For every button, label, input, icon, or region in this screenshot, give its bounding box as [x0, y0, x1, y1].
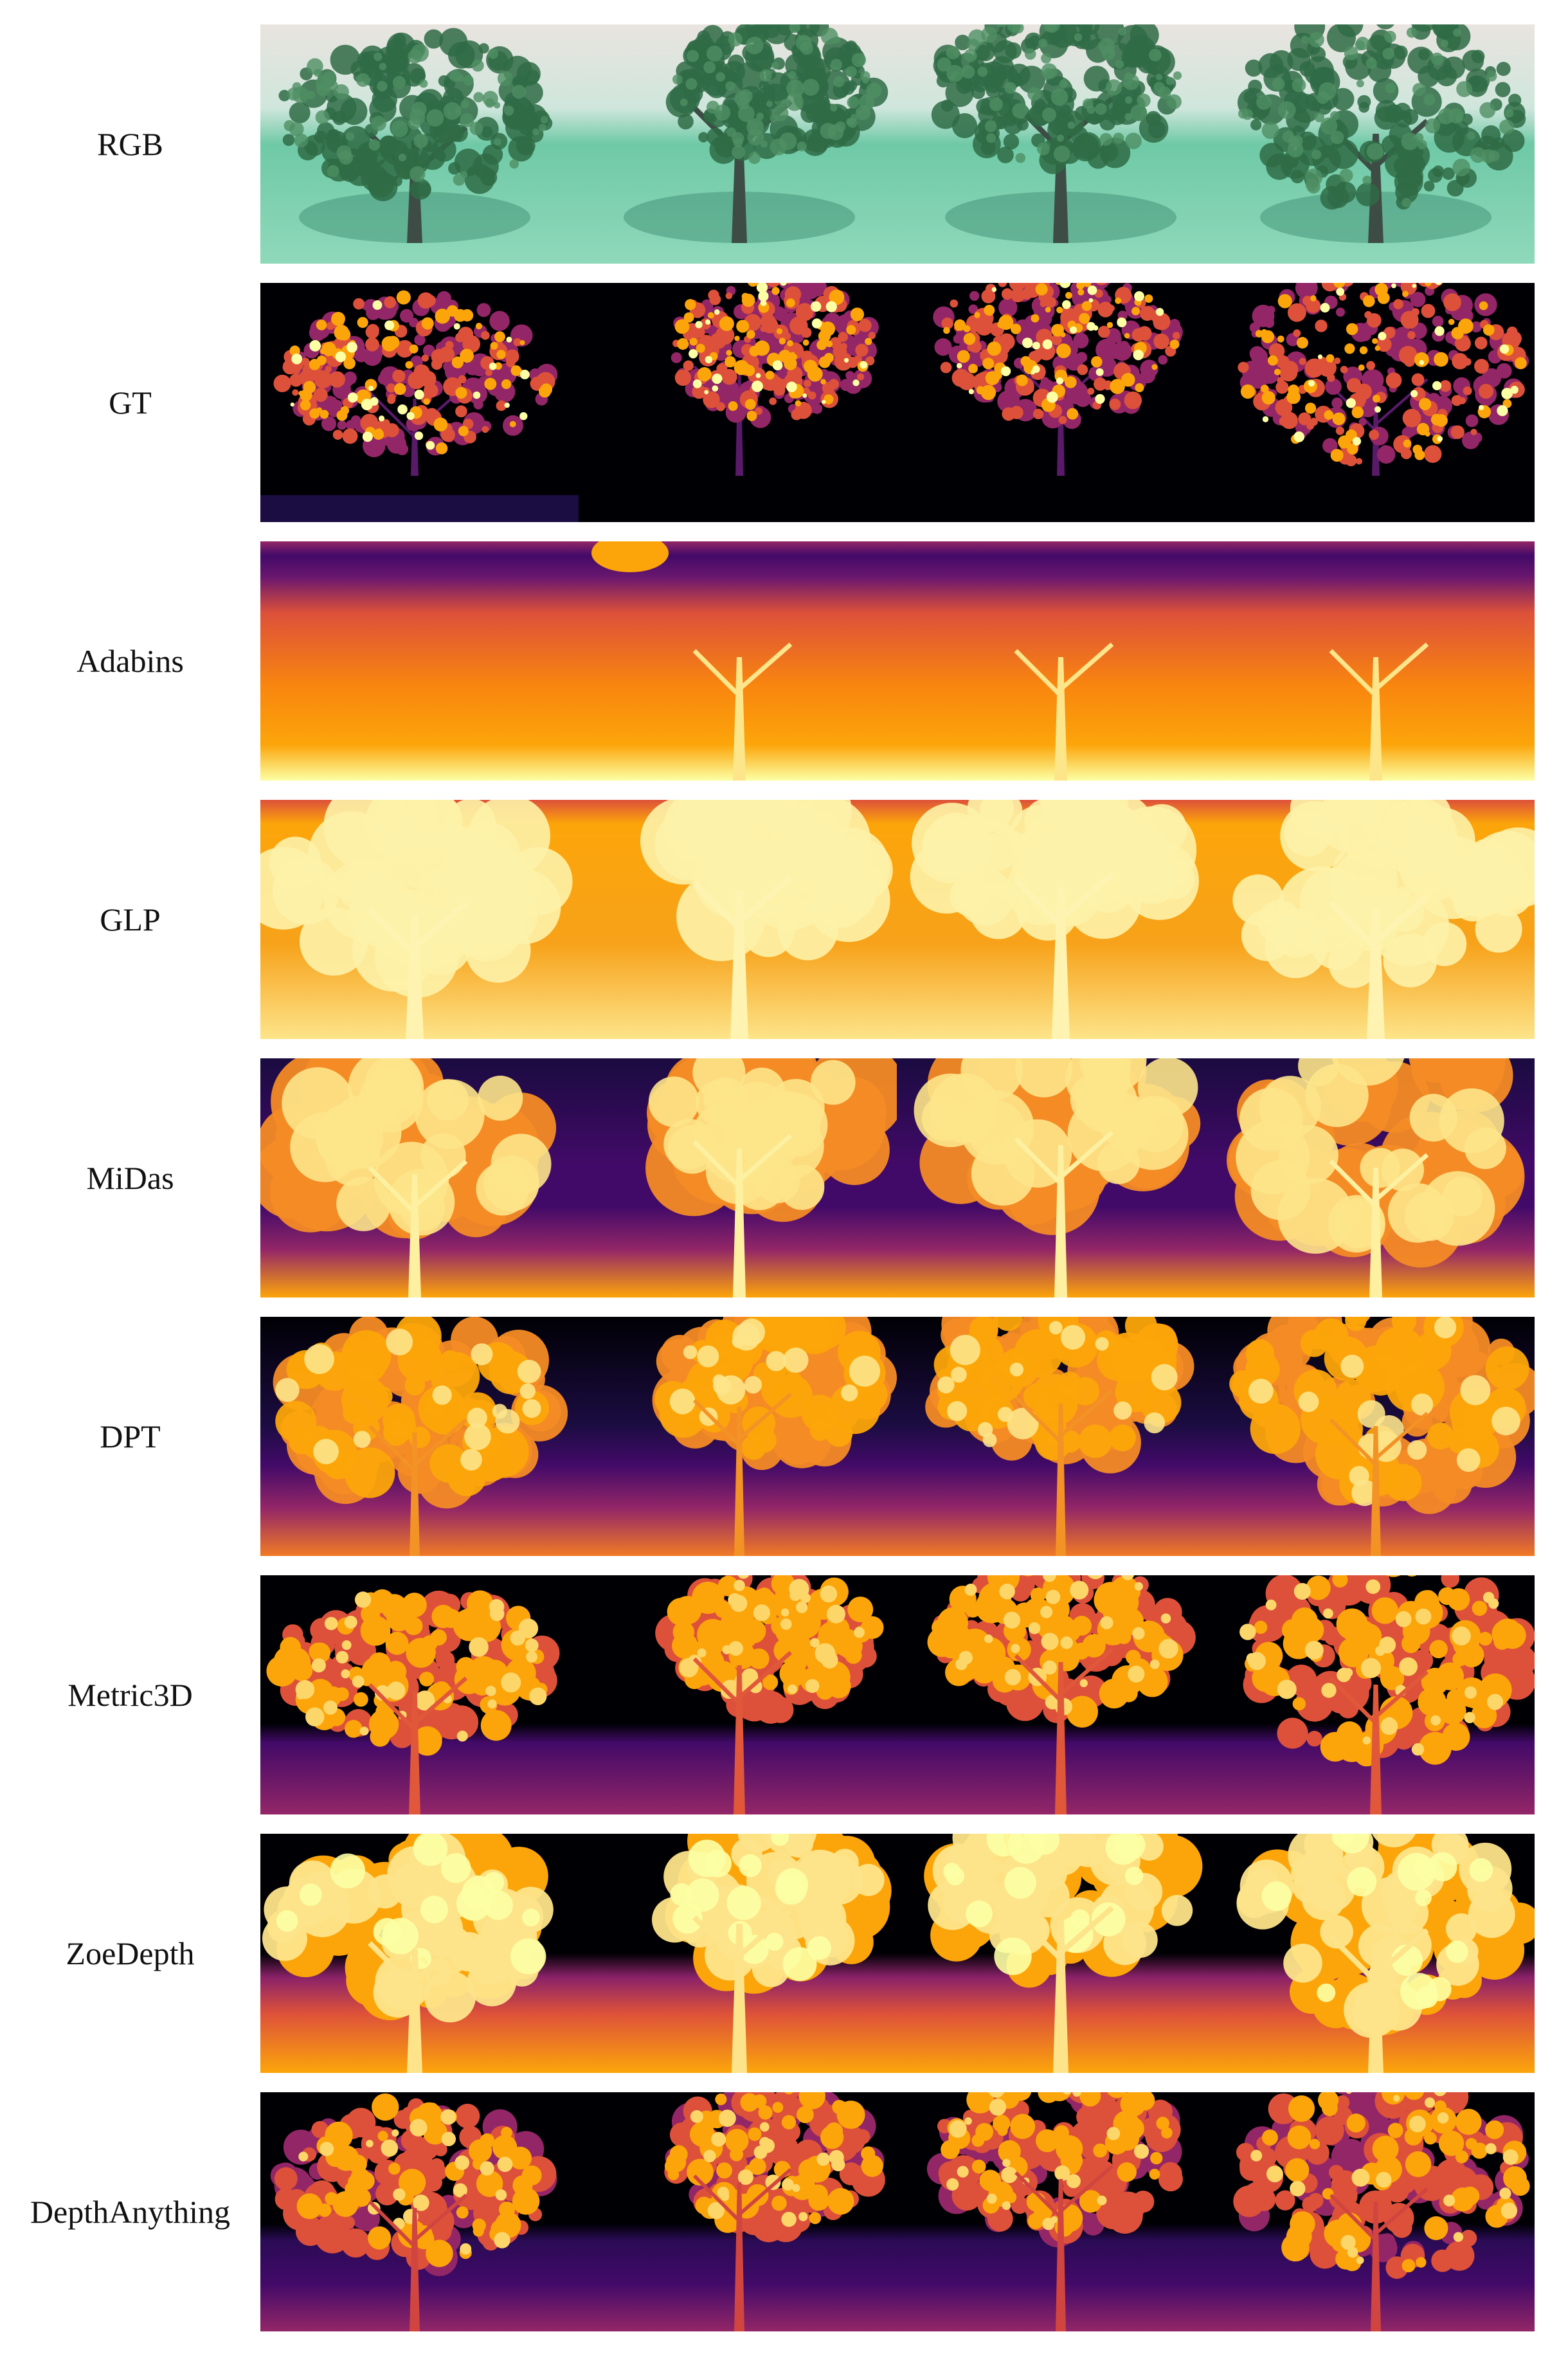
- tile-rgb-2: [579, 24, 898, 264]
- tile-adabins-1: [260, 541, 580, 781]
- tile-zoedepth-4: [1215, 1834, 1535, 2073]
- tile-adabins-2: [579, 541, 898, 781]
- tile-gt-2: [579, 283, 898, 522]
- tile-adabins-3: [897, 541, 1216, 781]
- row-label-adabins: Adabins: [77, 643, 184, 679]
- tile-gt-3: [897, 283, 1216, 522]
- row-label-zoedepth: ZoeDepth: [66, 1935, 195, 1971]
- row-label-glp: GLP: [100, 901, 161, 937]
- row-label-dpt: DPT: [100, 1418, 161, 1454]
- row-adabins: Adabins: [0, 541, 1568, 781]
- tile-gt-1: [260, 283, 580, 522]
- row-metric3d: Metric3D: [0, 1575, 1568, 1814]
- row-depthanything: DepthAnything: [0, 2092, 1568, 2331]
- tile-metric3d-3: [897, 1575, 1216, 1814]
- row-glp: GLP: [0, 800, 1568, 1039]
- tile-depthanything-4: [1215, 2092, 1535, 2331]
- row-label-midas: MiDas: [86, 1160, 174, 1196]
- row-dpt: DPT: [0, 1317, 1568, 1556]
- row-midas: MiDas: [0, 1058, 1568, 1298]
- tile-metric3d-2: [579, 1575, 898, 1814]
- tile-metric3d-4: [1215, 1575, 1535, 1814]
- tile-zoedepth-2: [579, 1834, 898, 2073]
- tile-rgb-1: [260, 24, 580, 264]
- tile-depthanything-2: [579, 2092, 898, 2331]
- tile-glp-4: [1215, 800, 1535, 1039]
- tile-dpt-1: [260, 1317, 580, 1556]
- row-label-rgb: RGB: [97, 126, 163, 162]
- row-label-gt: GT: [109, 384, 152, 421]
- tile-glp-2: [579, 800, 898, 1039]
- tile-midas-3: [897, 1058, 1216, 1298]
- tile-depthanything-3: [897, 2092, 1216, 2331]
- row-rgb: RGB: [0, 24, 1568, 264]
- row-label-metric3d: Metric3D: [68, 1677, 193, 1713]
- tile-dpt-4: [1215, 1317, 1535, 1556]
- tile-glp-3: [897, 800, 1216, 1039]
- tile-dpt-3: [897, 1317, 1216, 1556]
- tile-dpt-2: [579, 1317, 898, 1556]
- tile-zoedepth-3: [897, 1834, 1216, 2073]
- tile-gt-4: [1215, 283, 1535, 522]
- tile-metric3d-1: [260, 1575, 580, 1814]
- row-zoedepth: ZoeDepth: [0, 1834, 1568, 2073]
- tile-glp-1: [260, 800, 580, 1039]
- tile-depthanything-1: [260, 2092, 580, 2331]
- tile-adabins-4: [1215, 541, 1535, 781]
- tile-midas-4: [1215, 1058, 1535, 1298]
- row-gt: GT: [0, 283, 1568, 522]
- tile-midas-2: [579, 1058, 898, 1298]
- tile-midas-1: [260, 1058, 580, 1298]
- tile-rgb-4: [1215, 24, 1535, 264]
- tile-rgb-3: [897, 24, 1216, 264]
- row-label-depthanything: DepthAnything: [30, 2194, 231, 2230]
- tile-zoedepth-1: [260, 1834, 580, 2073]
